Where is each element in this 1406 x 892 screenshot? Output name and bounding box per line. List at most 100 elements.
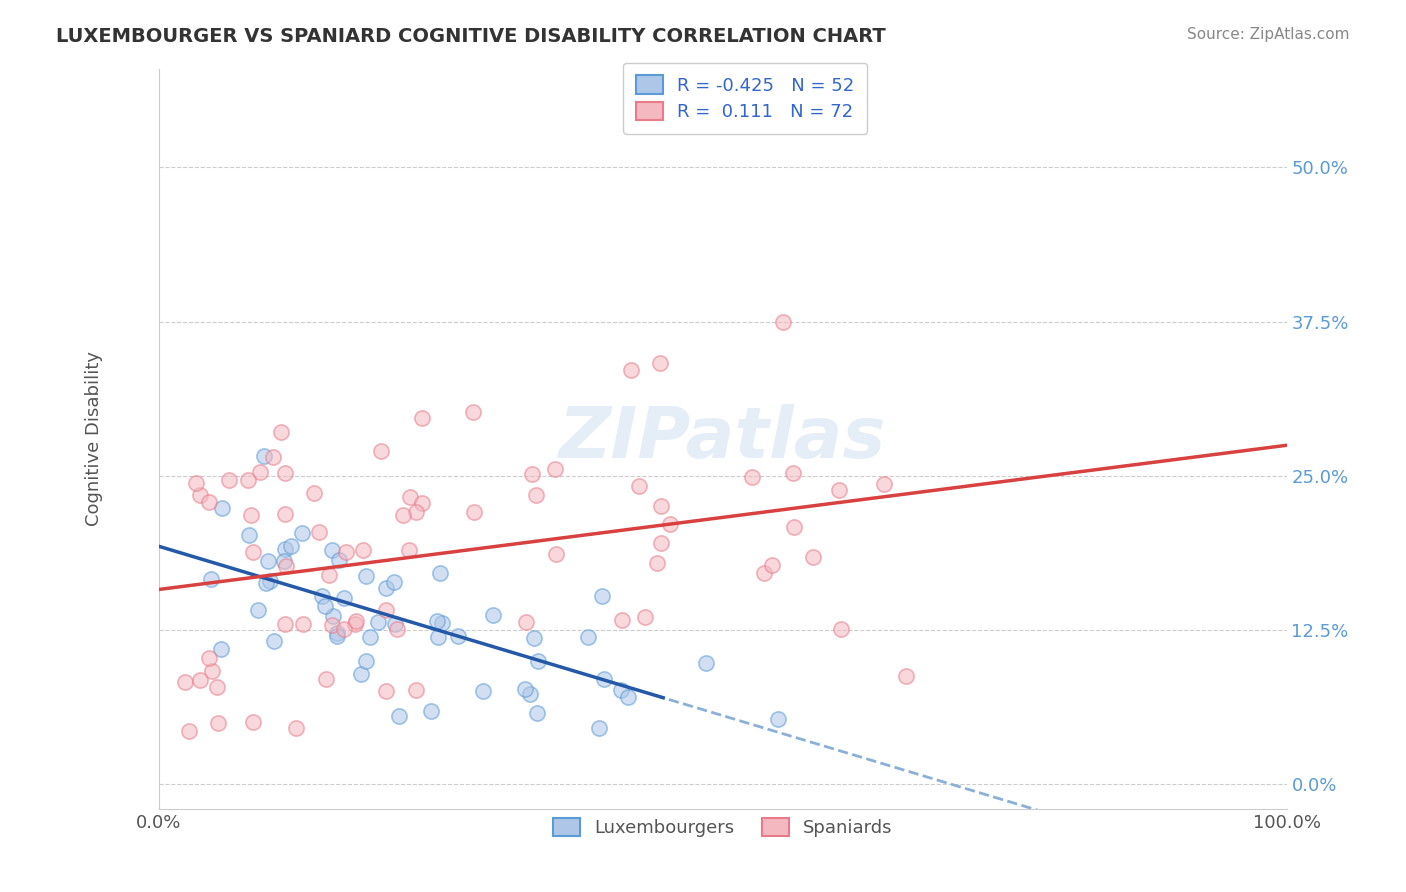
Point xyxy=(274,541,297,556)
Point xyxy=(184,475,207,490)
Point xyxy=(335,544,357,558)
Point xyxy=(256,576,278,591)
Point xyxy=(354,654,377,668)
Point xyxy=(426,630,449,644)
Point xyxy=(519,687,541,701)
Point xyxy=(246,603,269,617)
Point xyxy=(375,581,398,595)
Point xyxy=(198,494,221,508)
Legend: Luxembourgers, Spaniards: Luxembourgers, Spaniards xyxy=(546,811,900,845)
Point xyxy=(430,615,453,630)
Point xyxy=(291,526,314,541)
Point xyxy=(526,706,548,720)
Point xyxy=(240,508,263,522)
Point xyxy=(218,473,240,487)
Point xyxy=(273,554,295,568)
Point xyxy=(544,547,567,561)
Point xyxy=(285,721,308,735)
Point xyxy=(429,566,451,581)
Point xyxy=(782,466,804,480)
Point xyxy=(772,315,794,329)
Point xyxy=(650,536,672,550)
Point xyxy=(384,617,406,632)
Point xyxy=(405,682,427,697)
Point xyxy=(200,572,222,586)
Point xyxy=(236,474,259,488)
Point xyxy=(830,622,852,636)
Point xyxy=(588,722,610,736)
Point xyxy=(242,714,264,729)
Point xyxy=(515,615,537,630)
Point xyxy=(352,543,374,558)
Point xyxy=(527,655,550,669)
Point xyxy=(333,622,356,636)
Point xyxy=(242,545,264,559)
Point xyxy=(354,569,377,583)
Point xyxy=(896,669,918,683)
Point xyxy=(388,709,411,723)
Point xyxy=(270,425,292,439)
Point xyxy=(359,630,381,644)
Point xyxy=(343,616,366,631)
Text: LUXEMBOURGER VS SPANIARD COGNITIVE DISABILITY CORRELATION CHART: LUXEMBOURGER VS SPANIARD COGNITIVE DISAB… xyxy=(56,27,886,45)
Point xyxy=(610,613,633,627)
Point xyxy=(783,520,806,534)
Point xyxy=(318,568,340,582)
Point xyxy=(280,539,302,553)
Point xyxy=(617,690,640,705)
Point xyxy=(634,610,657,624)
Point xyxy=(524,488,547,502)
Point xyxy=(188,488,211,502)
Point xyxy=(627,479,650,493)
Point xyxy=(472,684,495,698)
Point xyxy=(322,609,344,624)
Point xyxy=(523,632,546,646)
Point xyxy=(367,615,389,629)
Point xyxy=(447,629,470,643)
Point xyxy=(197,650,219,665)
Point xyxy=(650,356,672,370)
Point xyxy=(321,618,343,632)
Text: Source: ZipAtlas.com: Source: ZipAtlas.com xyxy=(1187,27,1350,42)
Point xyxy=(326,626,349,640)
Point xyxy=(375,684,398,698)
Point xyxy=(382,574,405,589)
Point xyxy=(308,524,330,539)
Point xyxy=(591,590,613,604)
Point xyxy=(392,508,415,523)
Point xyxy=(259,574,281,588)
Point xyxy=(426,614,449,628)
Point xyxy=(328,553,350,567)
Point xyxy=(253,449,276,463)
Point xyxy=(291,616,314,631)
Point xyxy=(659,517,682,532)
Point xyxy=(375,603,398,617)
Point xyxy=(205,681,228,695)
Point xyxy=(544,461,567,475)
Point xyxy=(321,543,343,558)
Point xyxy=(645,556,668,570)
Point xyxy=(211,501,233,516)
Point xyxy=(311,589,333,603)
Point xyxy=(398,543,420,558)
Point xyxy=(238,527,260,541)
Point xyxy=(274,617,297,632)
Point xyxy=(411,496,433,510)
Point xyxy=(768,712,790,726)
Point xyxy=(420,704,443,718)
Point xyxy=(188,673,211,687)
Point xyxy=(578,630,600,644)
Point xyxy=(326,629,349,643)
Point xyxy=(274,558,297,573)
Point xyxy=(304,486,326,500)
Point xyxy=(411,411,433,425)
Point xyxy=(344,614,367,628)
Point xyxy=(405,504,427,518)
Point xyxy=(385,622,408,636)
Point xyxy=(274,466,297,480)
Point xyxy=(515,681,537,696)
Point xyxy=(650,500,672,514)
Point xyxy=(274,507,297,521)
Point xyxy=(332,591,354,605)
Point xyxy=(207,716,229,731)
